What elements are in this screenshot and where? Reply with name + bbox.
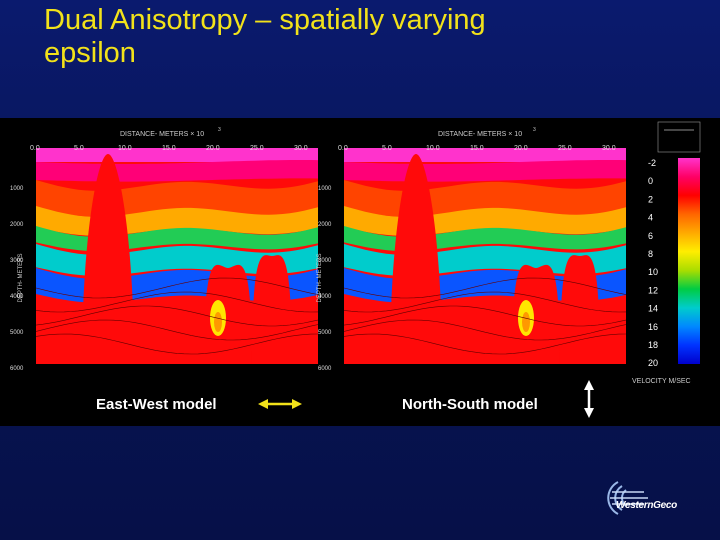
- x-tick-label: 30.0: [294, 145, 308, 152]
- contour-line: [343, 277, 627, 299]
- colorbar-tick-label: -2: [648, 158, 656, 168]
- x-tick-label: 25.0: [558, 145, 572, 152]
- y-tick-label: 6000: [318, 366, 332, 372]
- contour-line: [343, 333, 627, 355]
- x-tick-label: 10.0: [118, 145, 132, 152]
- x-tick-label: 0.0: [338, 145, 348, 152]
- model-panel-north-south: [343, 148, 627, 364]
- colorbar-tick-label: 0: [648, 176, 653, 186]
- y-tick-label: 6000: [10, 366, 24, 372]
- colorbar-tick-label: 10: [648, 267, 658, 277]
- x-tick-label: 20.0: [514, 145, 528, 152]
- colorbar: [678, 158, 700, 364]
- colorbar-tick-label: 16: [648, 322, 658, 332]
- legend-box: [657, 121, 701, 153]
- colorbar-tick-label: 20: [648, 358, 658, 368]
- salt-body: [252, 255, 292, 364]
- lens-core: [522, 312, 530, 332]
- east-west-arrow-icon: [258, 399, 302, 409]
- x-tick-label: 10.0: [426, 145, 440, 152]
- title-line-2: epsilon: [44, 37, 136, 69]
- contour-line: [343, 319, 627, 341]
- distance-axis-exponent-left: 3: [218, 127, 221, 133]
- slide-title: Dual Anisotropy – spatially varying epsi…: [44, 4, 684, 70]
- north-south-arrow-icon: [584, 380, 594, 418]
- x-tick-label: 25.0: [250, 145, 264, 152]
- contour-line: [35, 277, 319, 299]
- colorbar-tick-label: 2: [648, 194, 653, 204]
- east-west-model-label: East-West model: [96, 396, 217, 413]
- y-tick-label: 2000: [10, 222, 24, 228]
- x-tick-label: 5.0: [382, 145, 392, 152]
- colorbar-tick-label: 4: [648, 213, 653, 223]
- distance-axis-label-left: DISTANCE- METERS × 10: [120, 131, 204, 138]
- contour-line: [35, 319, 319, 341]
- contour-line: [35, 291, 319, 313]
- y-tick-label: 2000: [318, 222, 332, 228]
- model-panel-east-west: [35, 148, 319, 364]
- y-tick-label: 1000: [318, 186, 332, 192]
- colorbar-tick-label: 12: [648, 285, 658, 295]
- colorbar-tick-labels: -2 0 2 4 6 8 10 12 14 16 18 20: [648, 158, 658, 368]
- distance-axis-label-right: DISTANCE- METERS × 10: [438, 131, 522, 138]
- westerngeco-logo-text: WesternGeco: [616, 500, 677, 511]
- velocity-label: VELOCITY M/SEC: [632, 378, 691, 385]
- y-tick-label: 4000: [10, 294, 24, 300]
- depth-axis-label-right: DEPTH- METERS: [317, 253, 323, 302]
- anisotropy-figure: DISTANCE- METERS × 10 DISTANCE- METERS ×…: [10, 121, 701, 418]
- y-tick-label: 3000: [318, 258, 332, 264]
- x-tick-label: 0.0: [30, 145, 40, 152]
- colorbar-tick-label: 14: [648, 304, 658, 314]
- x-tick-labels: 0.0 5.0 10.0 15.0 20.0 25.0 30.0 0.0 5.0 10.0 15.0…: [30, 145, 616, 152]
- salt-body: [82, 154, 134, 364]
- y-tick-labels: 1000 2000 3000 4000 5000 6000 1000 2000 3000 4000…: [10, 186, 332, 372]
- x-tick-label: 5.0: [74, 145, 84, 152]
- salt-body: [390, 154, 442, 364]
- title-line-1: Dual Anisotropy – spatially varying: [44, 4, 486, 36]
- y-tick-label: 3000: [10, 258, 24, 264]
- north-south-model-label: North-South model: [402, 396, 538, 413]
- x-tick-label: 15.0: [470, 145, 484, 152]
- contour-line: [35, 333, 319, 355]
- salt-body: [560, 255, 600, 364]
- x-tick-label: 20.0: [206, 145, 220, 152]
- y-tick-label: 1000: [10, 186, 24, 192]
- depth-axis-label-left: DEPTH- METERS: [18, 253, 24, 302]
- y-tick-label: 5000: [10, 330, 24, 336]
- lens-core: [214, 312, 222, 332]
- contour-line: [35, 305, 319, 327]
- westerngeco-logo-icon: [607, 481, 648, 515]
- y-tick-label: 4000: [318, 294, 332, 300]
- contour-line: [343, 291, 627, 313]
- x-tick-label: 15.0: [162, 145, 176, 152]
- colorbar-tick-label: 18: [648, 340, 658, 350]
- distance-axis-exponent-right: 3: [533, 127, 536, 133]
- colorbar-tick-label: 8: [648, 249, 653, 259]
- x-tick-label: 30.0: [602, 145, 616, 152]
- y-tick-label: 5000: [318, 330, 332, 336]
- contour-line: [343, 305, 627, 327]
- colorbar-tick-label: 6: [648, 231, 653, 241]
